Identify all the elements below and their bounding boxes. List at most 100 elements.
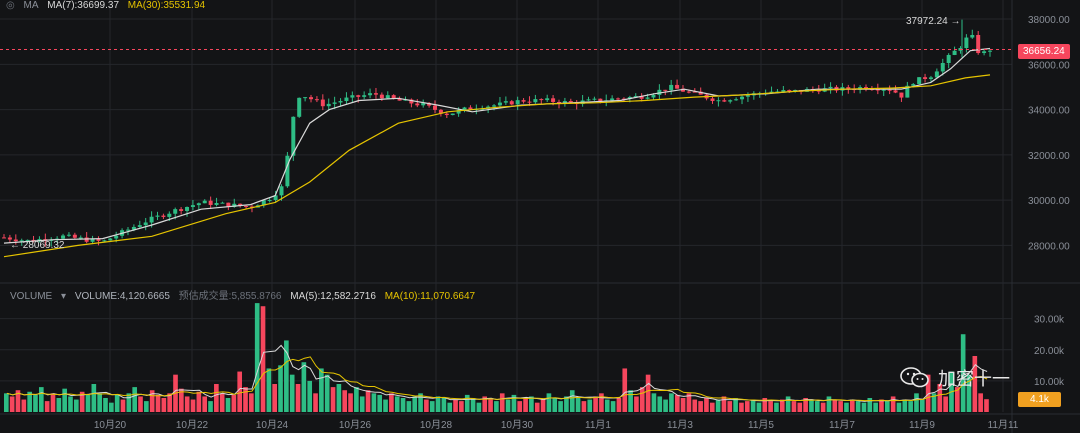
volume-legend: VOLUME ▾ VOLUME:4,120.6665 预估成交量:5,855.8… [10,287,481,302]
volume-bar [447,402,453,412]
candle-body [716,100,721,102]
candle-body [515,100,520,105]
volume-bar [97,393,102,412]
volume-bar [266,368,272,412]
candle-body [680,88,685,92]
volume-bar [359,396,365,412]
volume-bar [529,396,534,412]
volume-bar [674,394,680,412]
volume-bar [861,402,867,412]
candle-body [692,91,697,93]
volume-bar [744,401,750,412]
candle-body [545,98,550,101]
candle-body [332,102,337,104]
volume-bar [365,390,371,412]
candle-body [185,206,190,211]
volume-bar [785,396,791,412]
candle-body [698,91,703,95]
candle-body [90,238,95,242]
volume-bar [937,384,943,412]
candle-body [911,84,916,86]
candle-body [509,101,514,105]
volume-bar [709,402,715,412]
price-axis: 38000.00 36000.00 34000.00 32000.00 30000.00… [1028,15,1070,252]
volume-bar [348,393,353,412]
candle-body [433,105,438,110]
candle-body [734,99,739,101]
candle-body [781,90,786,92]
volume-bar [569,390,575,412]
estimate-volume: 预估成交量:5,855.8766 [178,291,282,302]
volume-bar [546,393,552,412]
volume-bar [919,399,925,412]
volume-bar [330,387,336,412]
volume-bar [56,398,62,412]
ma7-legend: MA(7):36699.37 [47,0,120,11]
volume-bar [260,306,266,412]
candle-body [740,96,745,100]
candle-body [828,86,833,89]
volume-bar [826,396,832,412]
candle-body [928,77,933,79]
time-tick-label: 10月24 [256,419,289,431]
volume-tick-label: 20.00k [1034,346,1065,357]
volume-bar [39,387,44,412]
volume-bar [44,401,50,412]
volume-bar [663,399,668,412]
volume-bar [855,401,861,412]
candle-body [373,93,378,95]
volume-bar [797,402,803,412]
eye-icon[interactable]: ◎ [6,0,15,11]
candle-body [314,99,319,101]
volume-bar [809,399,814,412]
volume-bar [103,398,108,412]
candle-body [379,94,384,99]
volume-bar [429,401,435,412]
volume-bar [237,371,243,412]
volume-bar [389,393,394,412]
time-tick-label: 11月9 [909,419,935,431]
candle-body [686,91,691,93]
volume-bar [523,398,528,412]
volume-bar [138,396,143,412]
volume-tick-label: 30.00k [1034,315,1065,326]
candle-body [899,92,904,98]
volume-bar [972,356,978,412]
candle-body [238,203,243,206]
candle-body [267,200,272,202]
candle-body [645,97,650,99]
candle-body [297,97,302,117]
volume-bar [406,401,412,412]
volume-bar [120,399,126,412]
watermark-text: 加密十一 [938,369,1010,390]
price-tick-label: 38000.00 [1028,15,1070,26]
candle-body [96,238,101,241]
candle-body [881,89,886,91]
current-price-tag: 36656.24 [1018,44,1070,59]
volume-bar [441,398,447,412]
candle-body [84,237,89,242]
candle-body [214,202,219,205]
candle-body [710,98,715,101]
high-price-label: 37972.24 → [906,16,961,27]
volume-bar [593,396,598,412]
volume-bar [394,396,400,412]
candle-body [202,200,207,204]
volume-bar [669,393,674,412]
volume-title[interactable]: VOLUME [10,291,53,302]
candle-body [562,101,567,104]
volume-bar [733,398,738,412]
volume-bar [488,399,493,412]
volume-ma-lines [6,344,988,402]
volume-bar [814,401,820,412]
volume-bar [768,401,773,412]
candle-body [78,237,83,239]
time-tick-label: 11月11 [988,419,1019,431]
volume-bar [499,393,505,412]
volume-bars [4,303,989,412]
time-tick-label: 11月5 [748,419,774,431]
volume-bar [890,396,896,412]
volume-bar [540,399,546,412]
chevron-down-icon[interactable]: ▾ [61,291,67,302]
volume-bar [114,394,120,412]
